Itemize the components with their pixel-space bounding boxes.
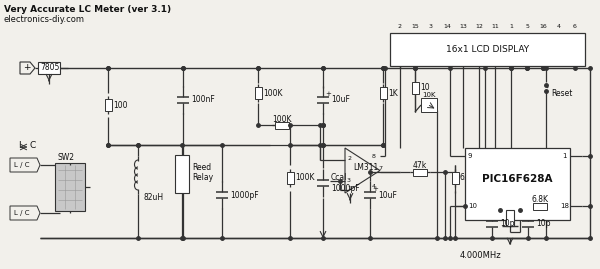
Text: 100K: 100K	[295, 174, 314, 182]
Bar	[287, 172, 293, 184]
Text: 7: 7	[378, 166, 382, 171]
Text: 7805: 7805	[40, 63, 59, 73]
Bar	[452, 172, 458, 184]
Text: PIC16F628A: PIC16F628A	[482, 174, 553, 184]
Text: 10: 10	[468, 203, 477, 209]
Text: C: C	[30, 140, 36, 150]
Bar	[380, 87, 386, 99]
Text: LM311: LM311	[353, 163, 378, 172]
Text: 15: 15	[411, 23, 419, 29]
Text: L / C: L / C	[14, 210, 29, 216]
Text: 9: 9	[468, 153, 473, 159]
Bar	[104, 99, 112, 111]
Bar	[254, 87, 262, 99]
Text: 10p: 10p	[536, 220, 551, 228]
Bar	[413, 168, 427, 175]
Text: 1: 1	[562, 153, 566, 159]
Text: 2: 2	[398, 23, 402, 29]
Text: 1000pF: 1000pF	[230, 190, 259, 200]
Text: 1K: 1K	[388, 89, 398, 97]
Text: 11: 11	[491, 23, 499, 29]
Bar	[506, 210, 514, 226]
Bar	[421, 98, 437, 112]
Text: Reed: Reed	[192, 162, 211, 172]
Text: 3: 3	[347, 178, 351, 182]
Text: 13: 13	[459, 23, 467, 29]
Text: 6.8K: 6.8K	[460, 174, 477, 182]
Text: 16x1 LCD DISPLAY: 16x1 LCD DISPLAY	[446, 45, 529, 54]
Text: 12: 12	[475, 23, 483, 29]
Text: Relay: Relay	[192, 172, 213, 182]
Bar	[55, 163, 85, 211]
Text: 6: 6	[573, 23, 577, 29]
Text: electronics-diy.com: electronics-diy.com	[4, 15, 85, 23]
Bar	[465, 148, 570, 220]
Text: 100K: 100K	[263, 89, 283, 97]
Text: 100nF: 100nF	[191, 95, 215, 104]
Text: 4: 4	[557, 23, 561, 29]
Bar	[390, 33, 585, 66]
Text: 82uH: 82uH	[143, 193, 163, 201]
Text: 14: 14	[443, 23, 451, 29]
Text: 8: 8	[372, 154, 376, 158]
Text: L: L	[18, 140, 23, 150]
Text: +: +	[23, 63, 31, 73]
Text: Ccal
1000pF: Ccal 1000pF	[331, 173, 359, 193]
Bar	[533, 203, 547, 210]
Bar	[275, 122, 289, 129]
Bar	[412, 82, 419, 94]
Text: 5: 5	[525, 23, 529, 29]
Text: 4: 4	[372, 185, 376, 189]
Text: SW2: SW2	[57, 153, 74, 161]
Text: 1: 1	[509, 23, 513, 29]
Text: Reset: Reset	[551, 89, 572, 97]
Text: 1: 1	[347, 186, 351, 192]
Text: 2: 2	[347, 155, 351, 161]
Text: L / C: L / C	[14, 162, 29, 168]
Text: 16: 16	[539, 23, 547, 29]
Text: 10p: 10p	[500, 220, 515, 228]
Text: 100K: 100K	[272, 115, 292, 123]
Text: +: +	[372, 186, 378, 192]
Text: 10uF: 10uF	[331, 95, 350, 104]
Text: 10: 10	[420, 83, 430, 93]
Text: Very Accurate LC Meter (ver 3.1): Very Accurate LC Meter (ver 3.1)	[4, 5, 171, 13]
Bar	[38, 62, 60, 74]
Text: 4.000MHz: 4.000MHz	[460, 252, 502, 260]
Text: 6.8K: 6.8K	[532, 196, 548, 204]
Text: 3: 3	[429, 23, 433, 29]
Text: 47k: 47k	[413, 161, 427, 171]
Text: +: +	[325, 91, 331, 97]
Text: 100: 100	[113, 101, 128, 109]
Text: 18: 18	[560, 203, 569, 209]
Bar	[175, 155, 189, 193]
Text: 10uF: 10uF	[378, 190, 397, 200]
Text: 10K: 10K	[422, 92, 436, 98]
